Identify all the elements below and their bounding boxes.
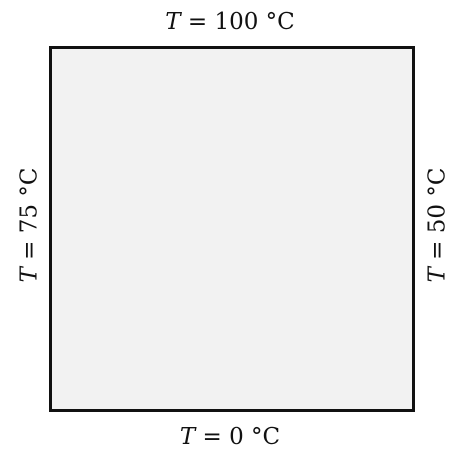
equals-sign: = [16, 240, 43, 260]
temperature-variable: T [16, 267, 43, 283]
right-boundary-label: T = 50 °C [424, 167, 451, 283]
equals-sign: = [424, 240, 451, 260]
bottom-boundary-label: T = 0 °C [0, 426, 460, 449]
equals-sign: = [202, 424, 222, 450]
left-boundary-value: 75 °C [16, 167, 43, 234]
bottom-boundary-value: 0 °C [229, 424, 281, 450]
temperature-variable: T [165, 9, 181, 35]
temperature-variable: T [424, 267, 451, 283]
top-boundary-value: 100 °C [214, 9, 295, 35]
equals-sign: = [187, 9, 208, 35]
plate-domain [49, 46, 415, 412]
temperature-variable: T [179, 424, 196, 450]
left-boundary-label: T = 75 °C [16, 167, 43, 283]
right-boundary-value: 50 °C [424, 167, 451, 234]
top-boundary-label: T = 100 °C [0, 11, 460, 34]
